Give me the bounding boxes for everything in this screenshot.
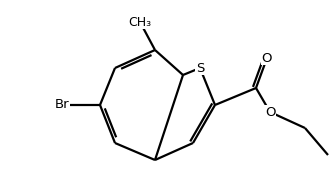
Text: O: O [262,52,272,64]
Text: S: S [196,61,204,74]
Text: CH₃: CH₃ [128,15,152,29]
Text: O: O [265,105,275,118]
Text: Br: Br [55,99,69,111]
